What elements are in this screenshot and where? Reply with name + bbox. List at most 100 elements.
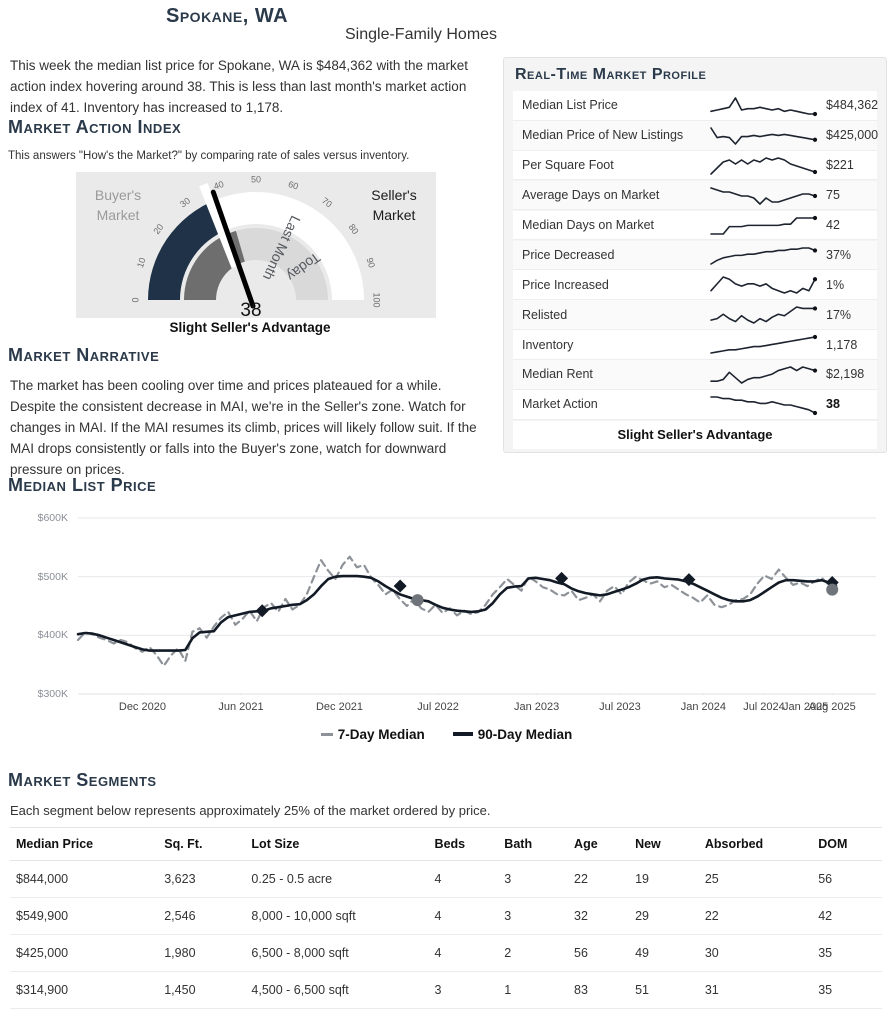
table-row: $549,900 2,546 8,000 - 10,000 sqft 4 3 32 29 22… [10,897,882,935]
chart-x-tick: Jan 2025 [783,701,829,713]
table-column-header: Beds [428,827,499,861]
chart-x-tick: Jul 2022 [417,701,459,713]
table-column-header: Lot Size [245,827,429,861]
legend-label: 90-Day Median [477,727,573,742]
table-column-header: Sq. Ft. [158,827,246,861]
table-cell: 0.25 - 0.5 acre [245,860,429,898]
gauge-tick-40: 40 [212,179,225,192]
gauge-buyers-market-label: Market [97,207,140,223]
table-cell: 83 [568,971,630,1009]
real-time-market-profile-panel: Real-Time Market Profile Median List Pri… [503,57,887,453]
profile-row-label: Average Days on Market [522,188,660,203]
table-cell: 3 [498,860,569,898]
market-action-gauge: 0 10 20 30 40 50 60 70 80 90 100 Last Month Today Buy… [76,172,436,321]
chart-y-tick: $300K [37,688,68,700]
profile-row-sparkline [710,215,818,235]
profile-row: Median Rent $2,198 [513,360,877,390]
profile-row-label: Median Days on Market [522,217,655,232]
profile-row-value: 37% [826,247,852,262]
table-cell: 56 [568,934,630,972]
table-cell: $844,000 [10,860,159,898]
table-cell: 1 [498,971,569,1009]
profile-row-sparkline [710,335,818,354]
gauge-caption: Slight Seller's Advantage [169,320,331,335]
table-cell: 22 [698,897,813,935]
chart-x-tick: Aug 2025 [808,701,856,713]
table-cell: 3 [498,897,569,935]
chart-x-tick: Jul 2023 [599,701,641,713]
profile-row-sparkline [710,246,818,265]
table-cell: 35 [812,934,882,972]
table-cell: 2,546 [158,897,246,935]
profile-row-sparkline [710,366,818,384]
table-cell: 19 [629,860,699,898]
profile-row-label: Market Action [522,397,598,412]
table-cell: 4,500 - 6,500 sqft [245,971,429,1009]
table-cell: 22 [568,860,630,898]
profile-row: Inventory 1,178 [513,330,877,360]
table-row: $314,900 1,450 4,500 - 6,500 sqft 3 1 83 51 31 3… [10,971,882,1009]
table-cell: 35 [812,971,882,1009]
gauge-tick-50: 50 [251,174,261,184]
table-cell: 3,623 [158,860,246,898]
table-cell: 6,500 - 8,000 sqft [245,934,429,972]
chart-y-tick: $500K [37,570,68,583]
gauge-tick-90: 90 [364,256,377,269]
table-cell: 2 [498,934,569,972]
profile-title: Real-Time Market Profile [515,66,707,83]
market-segments-table: Median Price Sq. Ft. Lot Size Beds Bath Age Ne… [10,827,882,1009]
profile-row: Per Square Foot $221 [513,150,877,181]
gauge-tick-30: 30 [178,195,192,209]
profile-row-label: Median List Price [522,98,618,113]
table-column-header: New [629,827,699,861]
profile-row-sparkline [710,186,818,205]
profile-row-sparkline [710,396,818,416]
table-cell: 49 [629,934,699,972]
legend-item: 90-Day Median [452,727,573,742]
profile-row-value: $2,198 [826,367,865,382]
table-cell: 4 [428,860,499,898]
market-segments-subtitle: Each segment below represents approximat… [10,803,491,818]
gauge-value: 38 [240,300,261,318]
gauge-buyers-market-label: Buyer's [95,187,141,203]
profile-row-value: 38 [826,397,840,412]
table-column-header: Age [568,827,630,861]
table-cell: 30 [698,934,813,972]
profile-row-sparkline [710,276,818,295]
profile-row: Market Action 38 [513,390,877,420]
table-cell: 4 [428,897,499,935]
gauge-tick-0: 0 [130,297,140,302]
gauge-tick-20: 20 [151,222,165,236]
profile-row: Median Days on Market 42 [513,210,877,241]
chart-plot [76,517,876,699]
table-cell: 32 [568,897,630,935]
table-cell: 3 [428,971,499,1009]
profile-row-value: 1,178 [826,337,858,352]
table-body: $844,000 3,623 0.25 - 0.5 acre 4 3 22 19 25 56 $5… [10,860,882,1009]
profile-row-label: Inventory [522,337,574,352]
table-cell: 31 [698,971,813,1009]
profile-row-value: $221 [826,158,854,173]
profile-row-value: 75 [826,188,840,203]
table-column-header: Median Price [10,827,159,861]
chart-x-tick: Jan 2024 [680,701,726,713]
table-cell: 56 [812,860,882,898]
profile-row-sparkline [710,306,818,325]
chart-legend: 7-Day Median 90-Day Median [0,727,893,742]
table-cell: 29 [629,897,699,935]
gauge-tick-80: 80 [347,222,361,236]
market-action-index-heading: Market Action Index [8,117,182,137]
profile-row-label: Price Increased [522,277,609,292]
legend-swatch-dashed [320,733,333,736]
table-column-header: Bath [498,827,569,861]
market-action-index-subtitle: This answers "How's the Market?" by comp… [8,150,410,162]
profile-row-sparkline [710,97,818,117]
chart-x-tick: Jul 2024 [743,701,785,713]
profile-row-label: Price Decreased [522,247,615,262]
profile-row-value: 17% [826,307,852,322]
profile-row-value: $484,362 [826,98,879,113]
chart-x-tick: Jun 2021 [218,701,264,713]
profile-row-label: Relisted [522,307,568,322]
table-cell: 1,450 [158,971,246,1009]
